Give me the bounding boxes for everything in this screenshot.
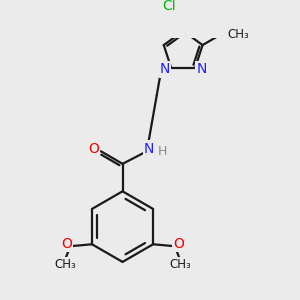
Text: N: N [196,62,207,76]
Text: O: O [61,237,72,251]
Text: O: O [173,237,184,251]
Text: CH₃: CH₃ [169,258,191,271]
Text: Cl: Cl [162,0,176,13]
Text: O: O [88,142,99,156]
Text: CH₃: CH₃ [54,258,76,271]
Text: N: N [144,142,154,155]
Text: CH₃: CH₃ [227,28,249,41]
Text: N: N [160,62,170,76]
Text: H: H [158,145,167,158]
